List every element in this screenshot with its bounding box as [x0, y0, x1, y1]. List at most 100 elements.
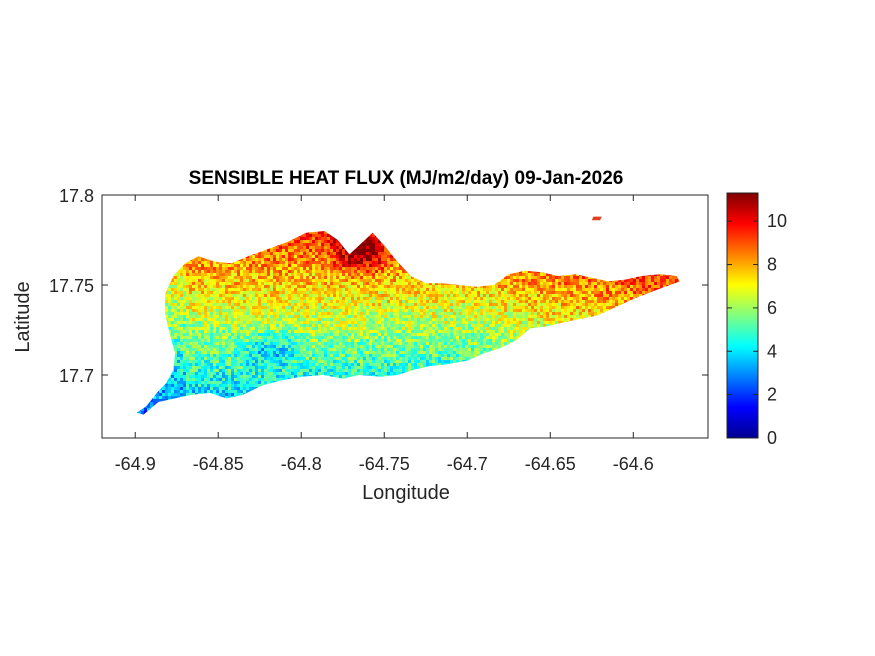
heatmap-cell [279, 246, 282, 249]
heatmap-cell [468, 303, 471, 306]
heatmap-cell [183, 294, 186, 297]
heatmap-cell [243, 303, 246, 306]
heatmap-cell [276, 300, 279, 303]
heatmap-cell [564, 276, 567, 279]
heatmap-cell [258, 285, 261, 288]
heatmap-cell [354, 270, 357, 273]
heatmap-cell [264, 306, 267, 309]
heatmap-cell [534, 279, 537, 282]
heatmap-cell [366, 303, 369, 306]
heatmap-cell [354, 273, 357, 276]
heatmap-cell [186, 279, 189, 282]
heatmap-cell [237, 306, 240, 309]
heatmap-cell [450, 294, 453, 297]
heatmap-cell [312, 249, 315, 252]
heatmap-cell [507, 285, 510, 288]
heatmap-cell [192, 267, 195, 270]
heatmap-cell [171, 279, 174, 282]
heatmap-cell [477, 297, 480, 300]
heatmap-cell [360, 288, 363, 291]
heatmap-cell [174, 276, 177, 279]
heatmap-cell [357, 267, 360, 270]
heatmap-cell [345, 252, 348, 255]
heatmap-cell [279, 291, 282, 294]
heatmap-cell [510, 291, 513, 294]
heatmap-cell [267, 276, 270, 279]
heatmap-cell [414, 291, 417, 294]
heatmap-cell [318, 237, 321, 240]
heatmap-cell [306, 264, 309, 267]
heatmap-cell [276, 249, 279, 252]
heatmap-cell [642, 285, 645, 288]
heatmap-cell [618, 294, 621, 297]
heatmap-cell [528, 273, 531, 276]
heatmap-cell [360, 243, 363, 246]
heatmap-cell [234, 288, 237, 291]
heatmap-cell [279, 255, 282, 258]
heatmap-cell [600, 300, 603, 303]
heatmap-cell [588, 282, 591, 285]
heatmap-cell [636, 285, 639, 288]
heatmap-cell [402, 282, 405, 285]
heatmap-cell [567, 288, 570, 291]
heatmap-cell [534, 276, 537, 279]
heatmap-cell [630, 282, 633, 285]
heatmap-cell [396, 264, 399, 267]
heatmap-cell [243, 291, 246, 294]
heatmap-cell [195, 300, 198, 303]
heatmap-cell [276, 255, 279, 258]
heatmap-cell [201, 291, 204, 294]
heatmap-cell [384, 306, 387, 309]
heatmap-cell [369, 300, 372, 303]
heatmap-cell [393, 282, 396, 285]
heatmap-cell [234, 297, 237, 300]
heatmap-cell [312, 303, 315, 306]
heatmap-cell [300, 297, 303, 300]
heatmap-cell [168, 291, 171, 294]
heatmap-cell [204, 258, 207, 261]
heatmap-cell [312, 279, 315, 282]
heatmap-cell [318, 249, 321, 252]
heatmap-cell [402, 300, 405, 303]
heatmap-cell [639, 288, 642, 291]
heatmap-cell [177, 297, 180, 300]
heatmap-cell [267, 270, 270, 273]
heatmap-cell [447, 288, 450, 291]
heatmap-cell [204, 303, 207, 306]
heatmap-cell [393, 294, 396, 297]
heatmap-cell [621, 300, 624, 303]
heatmap-cell [363, 291, 366, 294]
heatmap-cell [270, 267, 273, 270]
heatmap-cell [372, 303, 375, 306]
heatmap-cell [453, 303, 456, 306]
heatmap-cell [432, 303, 435, 306]
heatmap-cell [339, 270, 342, 273]
heatmap-cell [177, 303, 180, 306]
heatmap-cell [273, 279, 276, 282]
heatmap-cell [582, 282, 585, 285]
heatmap-cell [552, 297, 555, 300]
heatmap-cell [399, 264, 402, 267]
heatmap-cell [375, 267, 378, 270]
heatmap-cell [255, 267, 258, 270]
heatmap-cell [261, 279, 264, 282]
heatmap-cell [357, 285, 360, 288]
heatmap-cell [504, 300, 507, 303]
heatmap-cell [237, 300, 240, 303]
heatmap-cell [522, 303, 525, 306]
heatmap-cell [618, 297, 621, 300]
heatmap-cell [465, 303, 468, 306]
heatmap-cell [303, 243, 306, 246]
heatmap-cell [291, 249, 294, 252]
heatmap-cell [288, 291, 291, 294]
heatmap-cell [633, 294, 636, 297]
heatmap-cell [570, 276, 573, 279]
heatmap-cell [297, 255, 300, 258]
heatmap-cell [654, 285, 657, 288]
heatmap-cell [192, 264, 195, 267]
heatmap-cell [216, 306, 219, 309]
heatmap-cell [591, 303, 594, 306]
heatmap-cell [318, 240, 321, 243]
heatmap-cell [321, 291, 324, 294]
heatmap-cell [387, 282, 390, 285]
